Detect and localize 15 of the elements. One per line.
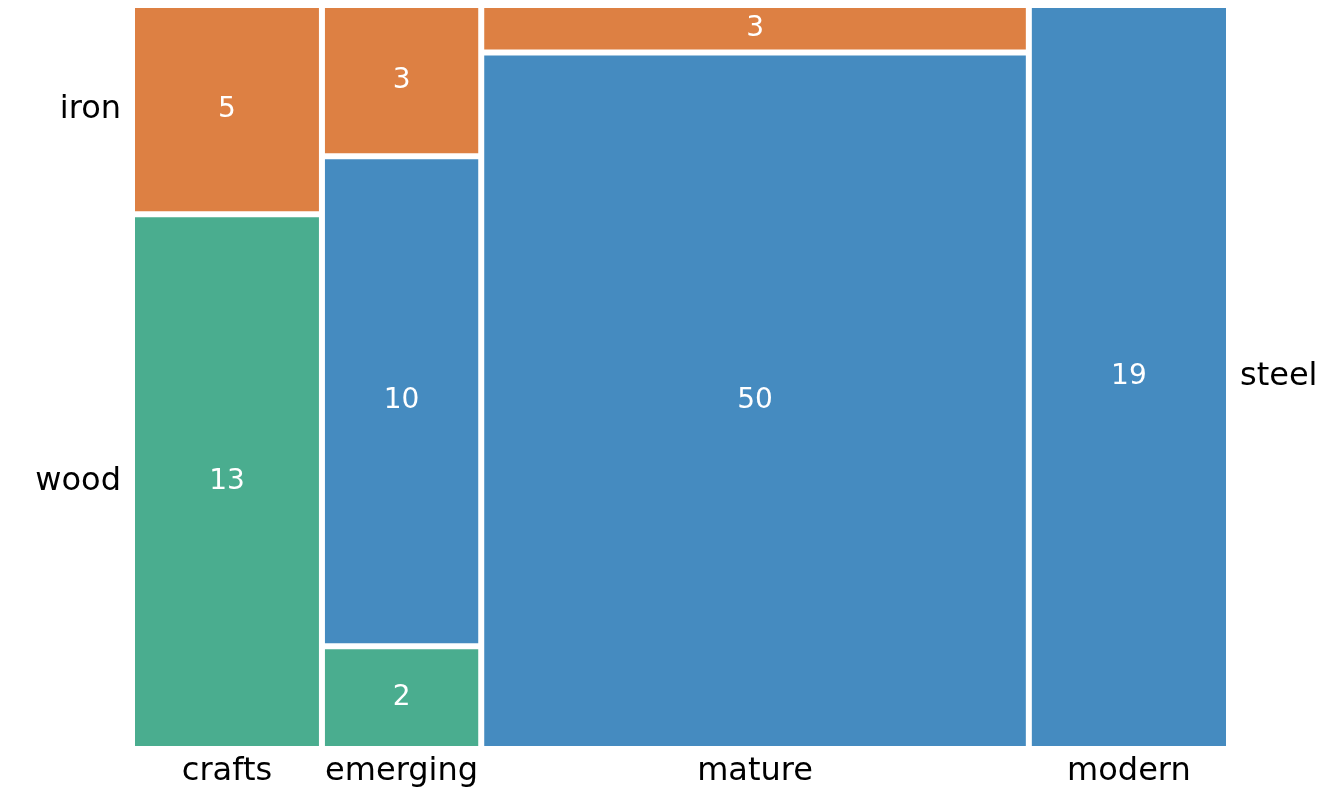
- data-label: 50: [737, 382, 773, 415]
- category-label: mature: [697, 750, 813, 789]
- series-label: wood: [35, 459, 121, 498]
- data-label: 5: [218, 90, 236, 124]
- series-label: iron: [59, 87, 121, 126]
- data-label: 3: [746, 10, 764, 43]
- category-label: emerging: [325, 750, 479, 789]
- data-label: 3: [392, 61, 411, 95]
- data-label: 2: [392, 678, 411, 712]
- data-label: 10: [383, 382, 420, 416]
- category-label: modern: [1067, 750, 1191, 789]
- series-label: steel: [1240, 355, 1318, 394]
- category-label: crafts: [181, 750, 273, 789]
- data-label: 13: [209, 462, 245, 496]
- data-label: 19: [1111, 358, 1147, 392]
